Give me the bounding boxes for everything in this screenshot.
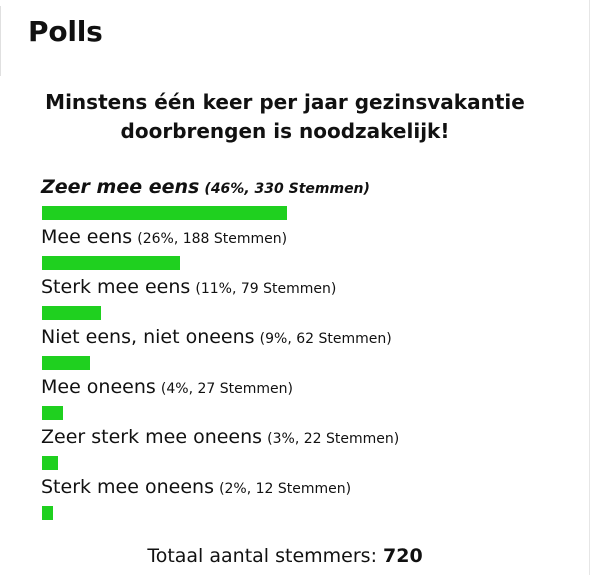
option-label: Niet eens, niet oneens	[41, 326, 255, 348]
option-label: Sterk mee oneens	[41, 476, 214, 498]
result-bar-fill	[42, 456, 58, 470]
total-label: Totaal aantal stemmers:	[147, 545, 377, 567]
option-stats: (46%, 330 Stemmen)	[204, 181, 370, 197]
result-bar	[42, 406, 542, 420]
right-border	[589, 0, 590, 575]
result-bar	[42, 206, 542, 220]
option-label: Zeer sterk mee oneens	[41, 426, 263, 448]
result-bar-fill	[42, 506, 53, 520]
option-label: Mee eens	[41, 226, 133, 248]
option-text: Sterk mee eens (11%, 79 Stemmen)	[41, 276, 336, 298]
result-bar	[42, 356, 542, 370]
result-bar	[42, 506, 542, 520]
poll-option: Sterk mee eens (11%, 79 Stemmen)	[40, 276, 540, 326]
result-bar-fill	[42, 406, 63, 420]
option-stats: (26%, 188 Stemmen)	[137, 231, 288, 247]
poll-option: Sterk mee oneens (2%, 12 Stemmen)	[40, 476, 540, 526]
result-bar	[42, 306, 542, 320]
total-voters: Totaal aantal stemmers: 720	[0, 545, 570, 567]
option-text: Mee eens (26%, 188 Stemmen)	[41, 226, 287, 248]
poll-option: Niet eens, niet oneens (9%, 62 Stemmen)	[40, 326, 540, 376]
option-label: Mee oneens	[41, 376, 156, 398]
option-stats: (9%, 62 Stemmen)	[259, 331, 392, 347]
result-bar	[42, 456, 542, 470]
result-bar-fill	[42, 306, 101, 320]
option-stats: (2%, 12 Stemmen)	[219, 481, 352, 497]
option-text: Zeer mee eens (46%, 330 Stemmen)	[41, 176, 370, 198]
poll-heading: Polls	[28, 15, 103, 48]
option-stats: (4%, 27 Stemmen)	[160, 381, 293, 397]
option-text: Niet eens, niet oneens (9%, 62 Stemmen)	[41, 326, 392, 348]
poll-options: Zeer mee eens (46%, 330 Stemmen) Mee een…	[40, 176, 540, 526]
poll-option: Mee oneens (4%, 27 Stemmen)	[40, 376, 540, 426]
total-value: 720	[383, 545, 423, 567]
option-text: Mee oneens (4%, 27 Stemmen)	[41, 376, 293, 398]
result-bar-fill	[42, 256, 180, 270]
left-border	[0, 6, 1, 76]
poll-question: Minstens één keer per jaar gezinsvakanti…	[45, 90, 525, 143]
option-label: Sterk mee eens	[41, 276, 191, 298]
result-bar-fill	[42, 356, 90, 370]
poll-option: Zeer sterk mee oneens (3%, 22 Stemmen)	[40, 426, 540, 476]
result-bar	[42, 256, 542, 270]
option-stats: (11%, 79 Stemmen)	[195, 281, 337, 297]
result-bar-fill	[42, 206, 287, 220]
option-stats: (3%, 22 Stemmen)	[267, 431, 400, 447]
poll-option: Zeer mee eens (46%, 330 Stemmen)	[40, 176, 540, 226]
option-label: Zeer mee eens	[41, 176, 200, 198]
option-text: Zeer sterk mee oneens (3%, 22 Stemmen)	[41, 426, 399, 448]
option-text: Sterk mee oneens (2%, 12 Stemmen)	[41, 476, 351, 498]
poll-option: Mee eens (26%, 188 Stemmen)	[40, 226, 540, 276]
